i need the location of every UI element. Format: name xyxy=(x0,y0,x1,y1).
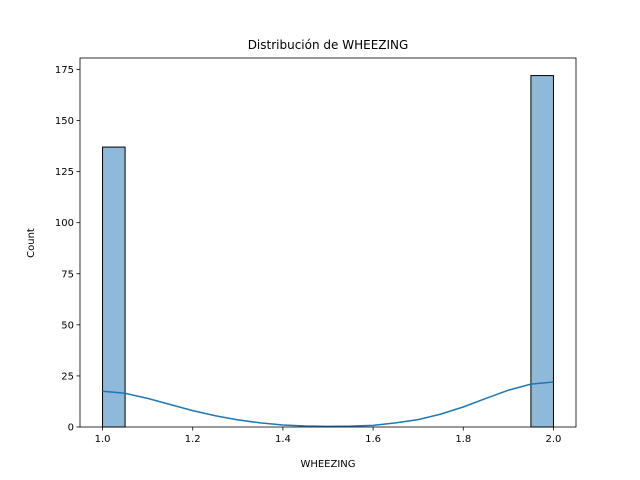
x-tick-label: 1.2 xyxy=(185,434,201,445)
y-tick-label: 25 xyxy=(61,371,74,382)
y-tick-label: 75 xyxy=(61,269,74,280)
y-tick-label: 0 xyxy=(68,423,74,434)
axes-layer: 1.0 1.2 1.4 1.6 1.8 2.0 0 25 50 75 100 125 150 175 xyxy=(55,57,577,445)
kde-layer xyxy=(102,381,554,428)
y-tick-label: 125 xyxy=(55,167,74,178)
plot-frame xyxy=(79,57,577,428)
histogram-bar-1 xyxy=(102,146,126,428)
y-tick-label: 50 xyxy=(61,320,74,331)
histogram-bar-2 xyxy=(530,75,554,428)
x-tick-label: 1.4 xyxy=(275,434,291,445)
bars-layer xyxy=(102,75,554,428)
y-tick-label: 175 xyxy=(55,65,74,76)
x-axis-label: WHEEZING xyxy=(300,459,355,470)
x-tick-label: 2.0 xyxy=(546,434,562,445)
x-tick-label: 1.8 xyxy=(455,434,471,445)
kde-density-line xyxy=(102,381,554,428)
y-tick-label: 100 xyxy=(55,218,74,229)
x-tick-label: 1.6 xyxy=(365,434,381,445)
y-axis-label: Count xyxy=(26,228,37,258)
y-tick-label: 150 xyxy=(55,116,74,127)
x-tick-label: 1.0 xyxy=(95,434,111,445)
chart-title: Distribución de WHEEZING xyxy=(248,38,409,52)
